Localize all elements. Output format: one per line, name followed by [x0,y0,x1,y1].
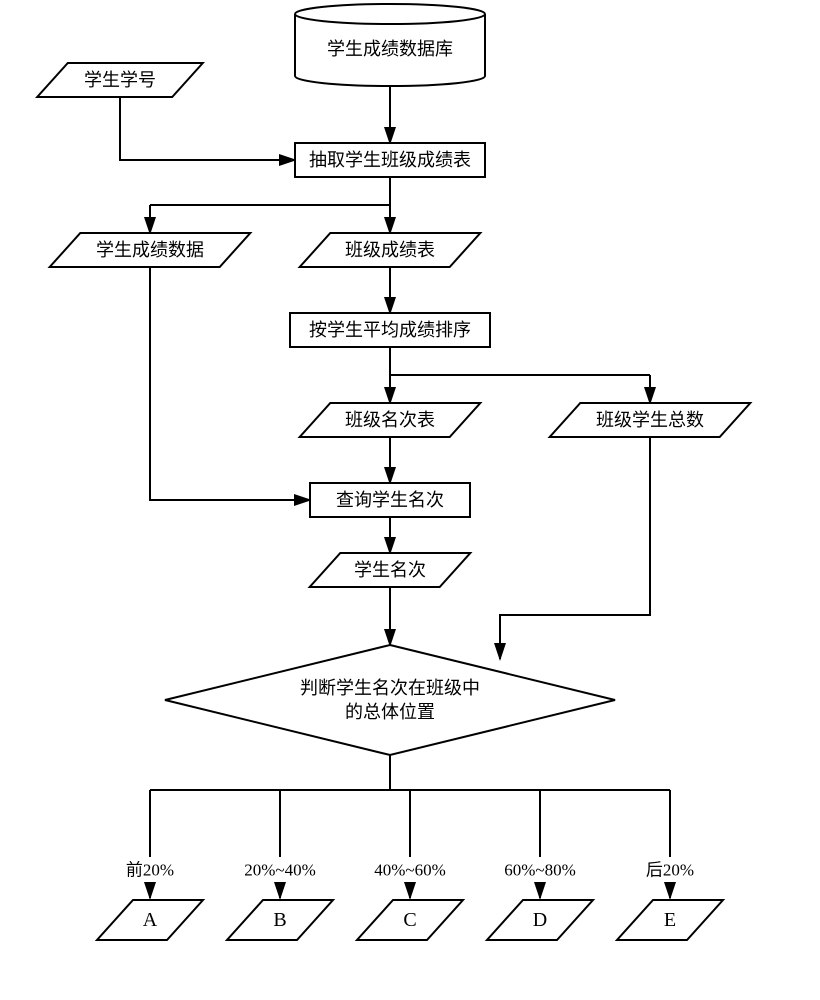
db-label: 学生成绩数据库 [327,39,453,59]
output-D-label: D [533,909,547,931]
branch-label-0: 前20% [126,861,174,880]
query-label: 查询学生名次 [336,490,444,510]
edge [120,97,295,160]
flowchart: 学生成绩数据库学生学号抽取学生班级成绩表学生成绩数据 班级成绩表按学生平均成绩排序… [0,0,820,1000]
dec-label2: 的总体位置 [345,702,435,722]
rank_tbl-label: 班级名次表 [345,410,435,430]
dec [165,645,615,755]
branch-label-4: 后20% [646,861,694,880]
srank-label: 学生名次 [354,560,426,580]
sort-label: 按学生平均成绩排序 [309,320,471,340]
sdata-label: 学生成绩数据 [96,240,204,260]
edge [150,267,310,500]
total-label: 班级学生总数 [596,410,704,430]
id_in-label: 学生学号 [84,70,156,90]
output-A-label: A [143,909,158,931]
output-C-label: C [403,909,416,931]
branch-label-2: 40%~60% [374,861,446,880]
edge [500,437,650,659]
ctable-label: 班级成绩表 [345,240,435,260]
output-E-label: E [664,909,676,931]
dec-label1: 判断学生名次在班级中 [300,678,480,698]
output-B-label: B [273,909,286,931]
extract-label: 抽取学生班级成绩表 [309,150,471,170]
branch-label-1: 20%~40% [244,861,316,880]
branch-label-3: 60%~80% [504,861,576,880]
